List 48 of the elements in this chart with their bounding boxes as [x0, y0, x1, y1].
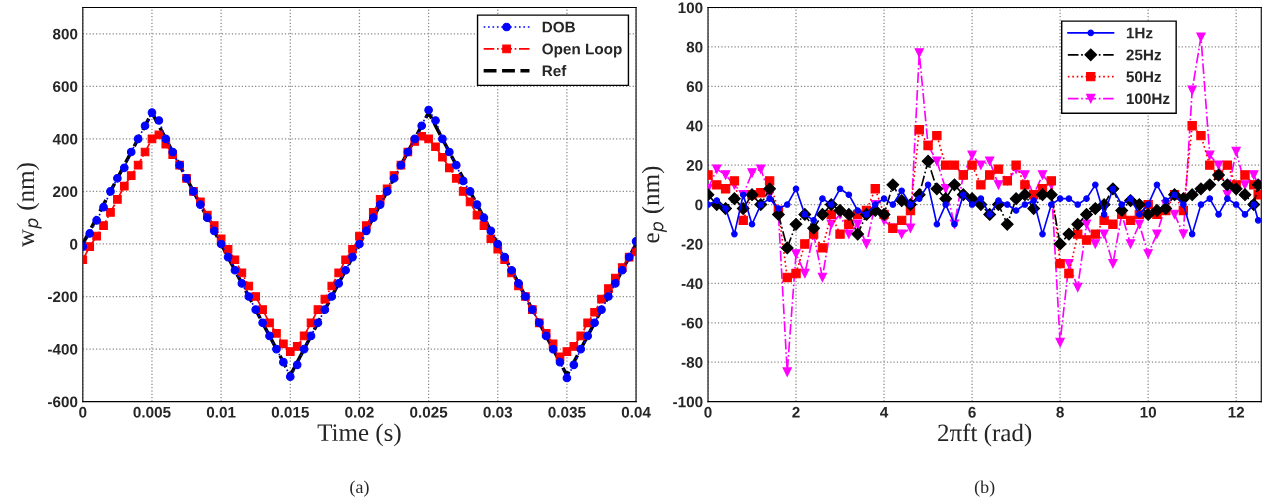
- legend-label: DOB: [542, 21, 575, 33]
- y-tick-label: -200: [47, 291, 78, 303]
- x-tick-label: 10: [1140, 406, 1157, 418]
- y-axis-title: w$_{p}$ (nm): [16, 163, 42, 248]
- x-tick-label: 0.03: [483, 406, 513, 418]
- text: (a): [350, 480, 369, 497]
- x-tick-label: 0.04: [621, 406, 651, 418]
- y-tick-label: 200: [52, 186, 78, 198]
- x-tick-label: 12: [1228, 406, 1245, 418]
- x-tick-label: 0.015: [271, 406, 309, 418]
- legend-label: 25Hz: [1126, 49, 1162, 61]
- y-tick-label: -40: [681, 278, 703, 290]
- y-tick-label: 400: [52, 133, 78, 145]
- y-tick-label: -400: [47, 343, 78, 355]
- x-tick-label: 8: [1056, 406, 1064, 418]
- x-tick-label: 0.01: [206, 406, 236, 418]
- x-tick-label: 0.025: [410, 406, 448, 418]
- text: (b): [974, 480, 995, 497]
- y-tick-label: 80: [686, 41, 703, 53]
- y-tick-label: 40: [686, 120, 703, 132]
- legend-label: Open Loop: [542, 43, 622, 58]
- y-tick-label: -60: [681, 317, 703, 329]
- x-axis-title: Time (s): [317, 423, 401, 447]
- y-tick-label: -600: [47, 396, 78, 408]
- legend-label: 100Hz: [1126, 93, 1170, 105]
- y-tick-label: 60: [686, 81, 703, 93]
- y-tick-label: 600: [53, 81, 78, 93]
- legend-label: Ref: [542, 65, 567, 77]
- y-tick-label: 0: [695, 199, 703, 211]
- y-tick-label: -20: [681, 238, 703, 250]
- x-tick-label: 0: [704, 406, 712, 418]
- x-tick-label: 0: [79, 406, 87, 418]
- x-tick-label: 6: [968, 406, 976, 418]
- y-tick-label: -80: [681, 357, 703, 368]
- legend-label: 1Hz: [1126, 27, 1153, 39]
- y-axis-title: e$_{p}$ (nm): [641, 166, 667, 243]
- y-tick-label: 0: [70, 238, 78, 250]
- y-tick-label: -100: [673, 396, 703, 408]
- x-tick-label: 4: [880, 407, 889, 418]
- y-tick-label: 100: [678, 2, 703, 14]
- x-axis-title: 2πft (rad): [938, 423, 1032, 447]
- y-tick-label: 800: [52, 28, 78, 40]
- x-tick-label: 2: [792, 406, 800, 418]
- x-tick-label: 0.02: [345, 406, 374, 418]
- y-tick-label: 20: [686, 160, 703, 171]
- x-tick-label: 0.035: [548, 406, 586, 418]
- legend-label: 50Hz: [1126, 71, 1162, 83]
- x-tick-label: 0.005: [133, 406, 171, 418]
